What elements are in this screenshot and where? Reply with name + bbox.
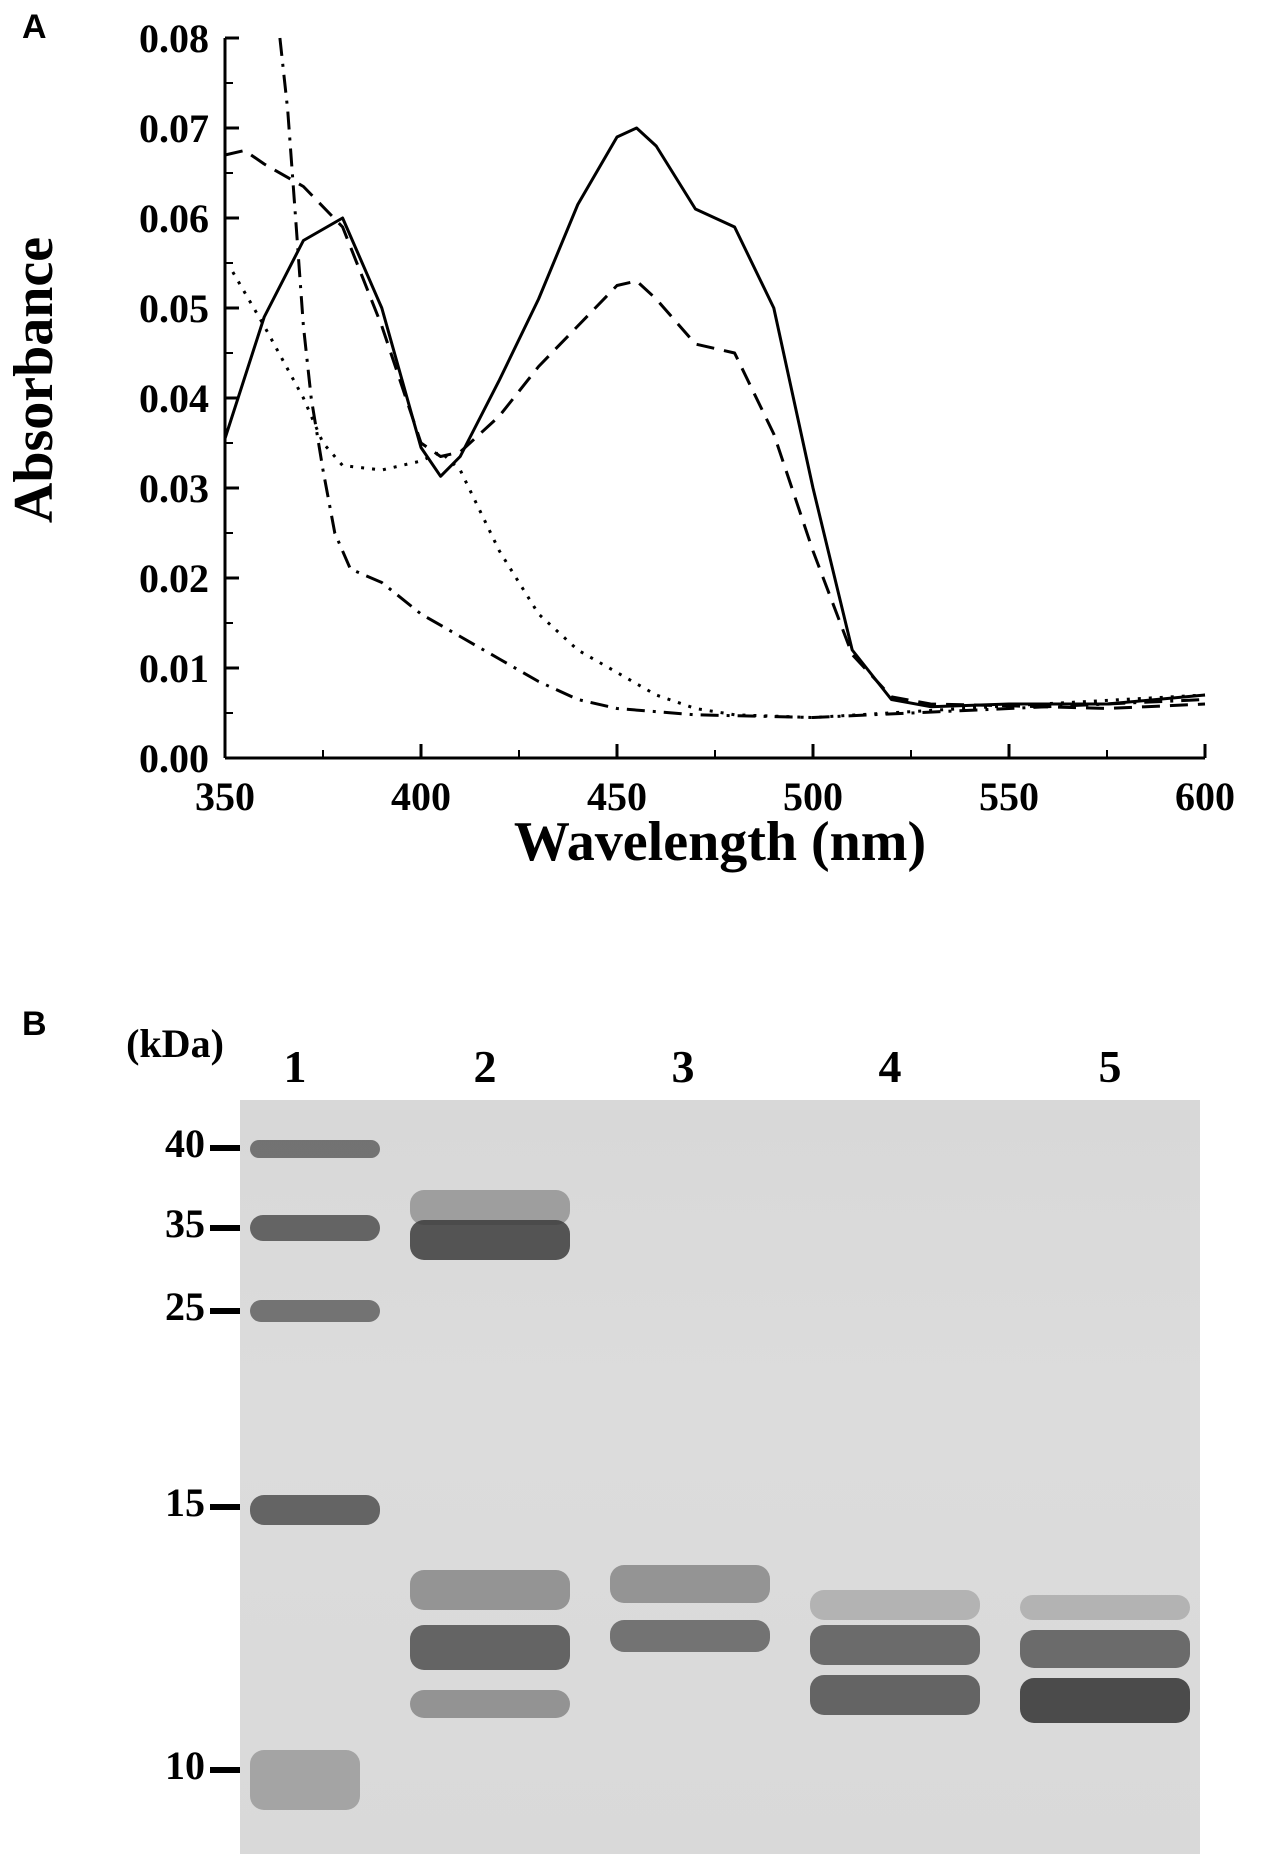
- lane-label-3: 3: [671, 1041, 695, 1092]
- x-tick-label: 500: [783, 774, 843, 819]
- x-tick-label: 450: [587, 774, 647, 819]
- y-tick-label: 0.02: [139, 556, 209, 601]
- series-line-solid: [223, 126, 1206, 709]
- marker-label-40: 40: [165, 1121, 205, 1166]
- ladder-band-10: [250, 1750, 360, 1810]
- ladder-band-40: [250, 1140, 380, 1158]
- marker-tick-35: [210, 1225, 240, 1231]
- gel-image: [240, 1100, 1200, 1854]
- y-tick-label: 0.05: [139, 286, 209, 331]
- marker-tick-15: [210, 1504, 240, 1510]
- marker-tick-25: [210, 1308, 240, 1314]
- absorbance-chart: 350 400 450 500 550 600 0.00 0.01 0.02 0.03 0.04 0.…: [3, 16, 1235, 873]
- kda-unit-label: (kDa): [126, 1021, 224, 1066]
- lane-4-band-c: [810, 1675, 980, 1715]
- lane-2-band-30: [410, 1220, 570, 1260]
- sds-page-gel-panel: (kDa) 1 2 3 4 5 40 35 25 15 10: [0, 1000, 1266, 1854]
- marker-tick-10: [210, 1767, 240, 1773]
- ladder-band-15: [250, 1495, 380, 1525]
- marker-label-25: 25: [165, 1284, 205, 1329]
- lane-3-band-a: [610, 1565, 770, 1603]
- lane-2-band-c: [410, 1690, 570, 1718]
- lane-label-2: 2: [473, 1041, 497, 1092]
- ladder-band-35: [250, 1215, 380, 1241]
- marker-label-35: 35: [165, 1201, 205, 1246]
- lane-4-band-b: [810, 1625, 980, 1665]
- y-tick-label: 0.08: [139, 16, 209, 61]
- chart-axes: [223, 38, 1205, 760]
- lane-2-band-upper: [410, 1190, 570, 1225]
- y-tick-label: 0.06: [139, 196, 209, 241]
- y-axis-title: Absorbance: [3, 237, 65, 523]
- lane-label-4: 4: [878, 1041, 902, 1092]
- marker-label-10: 10: [165, 1743, 205, 1788]
- y-tick-label: 0.01: [139, 646, 209, 691]
- x-tick-label: 400: [391, 774, 451, 819]
- x-axis-title: Wavelength (nm): [514, 811, 926, 873]
- lane-label-1: 1: [283, 1041, 307, 1092]
- ladder-band-25: [250, 1300, 380, 1322]
- lane-4-band-a: [810, 1590, 980, 1620]
- series-line-dotted: [231, 271, 1206, 719]
- panel-b-label: B: [22, 1005, 47, 1043]
- y-tick-label: 0.03: [139, 466, 209, 511]
- x-tick-label: 600: [1175, 774, 1235, 819]
- y-tick-label: 0.07: [139, 106, 209, 151]
- lane-5-band-a: [1020, 1595, 1190, 1620]
- x-tick-label: 350: [195, 774, 255, 819]
- marker-tick-40: [210, 1145, 240, 1151]
- y-tick-label: 0.00: [139, 736, 209, 781]
- y-tick-label: 0.04: [139, 376, 209, 421]
- lane-5-band-c: [1020, 1678, 1190, 1723]
- lane-label-5: 5: [1098, 1041, 1122, 1092]
- x-tick-label: 550: [979, 774, 1039, 819]
- chart-ticks: 350 400 450 500 550 600 0.00 0.01 0.02 0.03 0.04 0.…: [139, 16, 1235, 819]
- panel-a-label: A: [22, 8, 47, 46]
- marker-label-15: 15: [165, 1480, 205, 1525]
- series-line-dashed: [224, 149, 1206, 710]
- lane-2-band-b: [410, 1625, 570, 1670]
- lane-5-band-b: [1020, 1630, 1190, 1668]
- series-line-dashdot: [278, 37, 1206, 719]
- lane-2-band-a: [410, 1570, 570, 1610]
- lane-3-band-b: [610, 1620, 770, 1652]
- chart-series: [223, 37, 1206, 719]
